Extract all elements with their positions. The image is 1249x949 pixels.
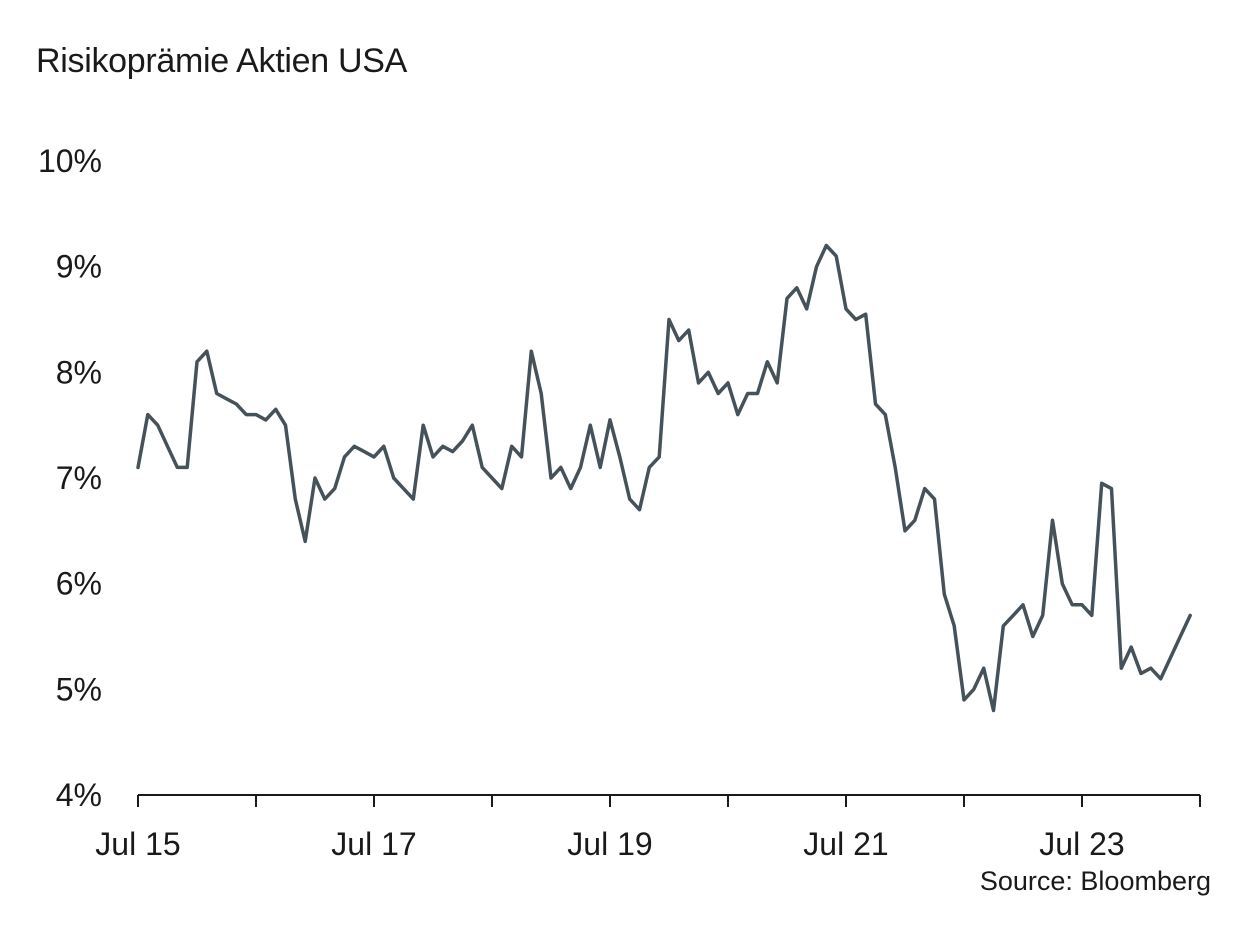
x-tick-label: Jul 21 xyxy=(803,826,888,862)
y-tick-label: 10% xyxy=(38,143,102,179)
x-tick-label: Jul 19 xyxy=(567,826,652,862)
y-tick-label: 8% xyxy=(56,354,102,390)
y-tick-label: 5% xyxy=(56,671,102,707)
source-note: Source: Bloomberg xyxy=(979,866,1211,896)
series-line xyxy=(136,243,1192,713)
y-tick-label: 7% xyxy=(56,460,102,496)
x-tick-label: Jul 23 xyxy=(1039,826,1124,862)
y-axis-labels: 4% 5% 6% 7% 8% 9% 10% xyxy=(38,143,102,813)
x-axis: Jul 15 Jul 17 Jul 19 Jul 21 Jul 23 xyxy=(95,794,1201,862)
x-tick-label: Jul 15 xyxy=(95,826,180,862)
x-tick-label: Jul 17 xyxy=(331,826,416,862)
y-tick-label: 4% xyxy=(56,777,102,813)
chart-title: Risikoprämie Aktien USA xyxy=(36,42,408,80)
y-tick-label: 9% xyxy=(56,249,102,285)
y-tick-label: 6% xyxy=(56,566,102,602)
